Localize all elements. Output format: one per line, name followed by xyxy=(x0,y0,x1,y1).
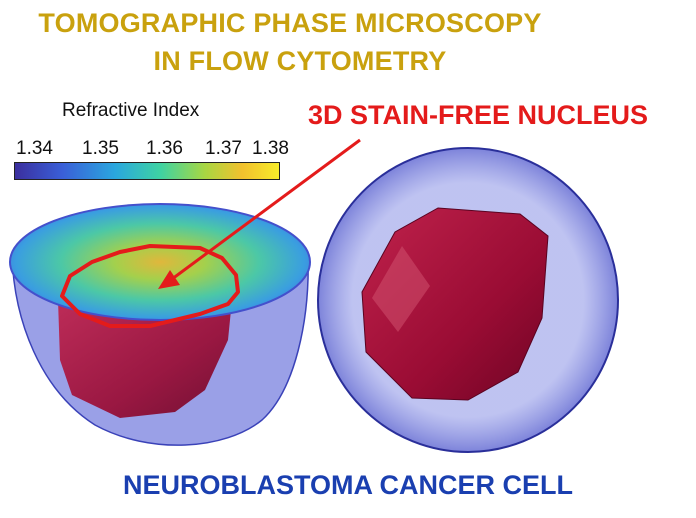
title-line-2: IN FLOW CYTOMETRY xyxy=(153,46,447,76)
cutaway-nucleus xyxy=(58,300,232,418)
title-line-1: TOMOGRAPHIC PHASE MICROSCOPY xyxy=(38,8,542,38)
nucleus-outline xyxy=(60,244,240,328)
whole-cell xyxy=(317,147,619,453)
cutaway-cell xyxy=(9,203,311,446)
colorbar-tick: 1.36 xyxy=(146,138,183,159)
pointer-arrow xyxy=(158,138,361,289)
nucleus-facet xyxy=(372,246,430,332)
footer-caption: NEUROBLASTOMA CANCER CELL xyxy=(123,470,573,500)
colorbar-label: Refractive Index xyxy=(62,100,200,121)
cutaway-top-surface xyxy=(9,203,311,321)
colorbar-tick: 1.34 xyxy=(16,138,53,159)
colorbar-tick: 1.38 xyxy=(252,138,289,159)
colorbar-tick: 1.37 xyxy=(205,138,242,159)
colorbar-tick: 1.35 xyxy=(82,138,119,159)
colorbar xyxy=(14,162,280,180)
nucleus-label: 3D STAIN-FREE NUCLEUS xyxy=(308,100,649,130)
